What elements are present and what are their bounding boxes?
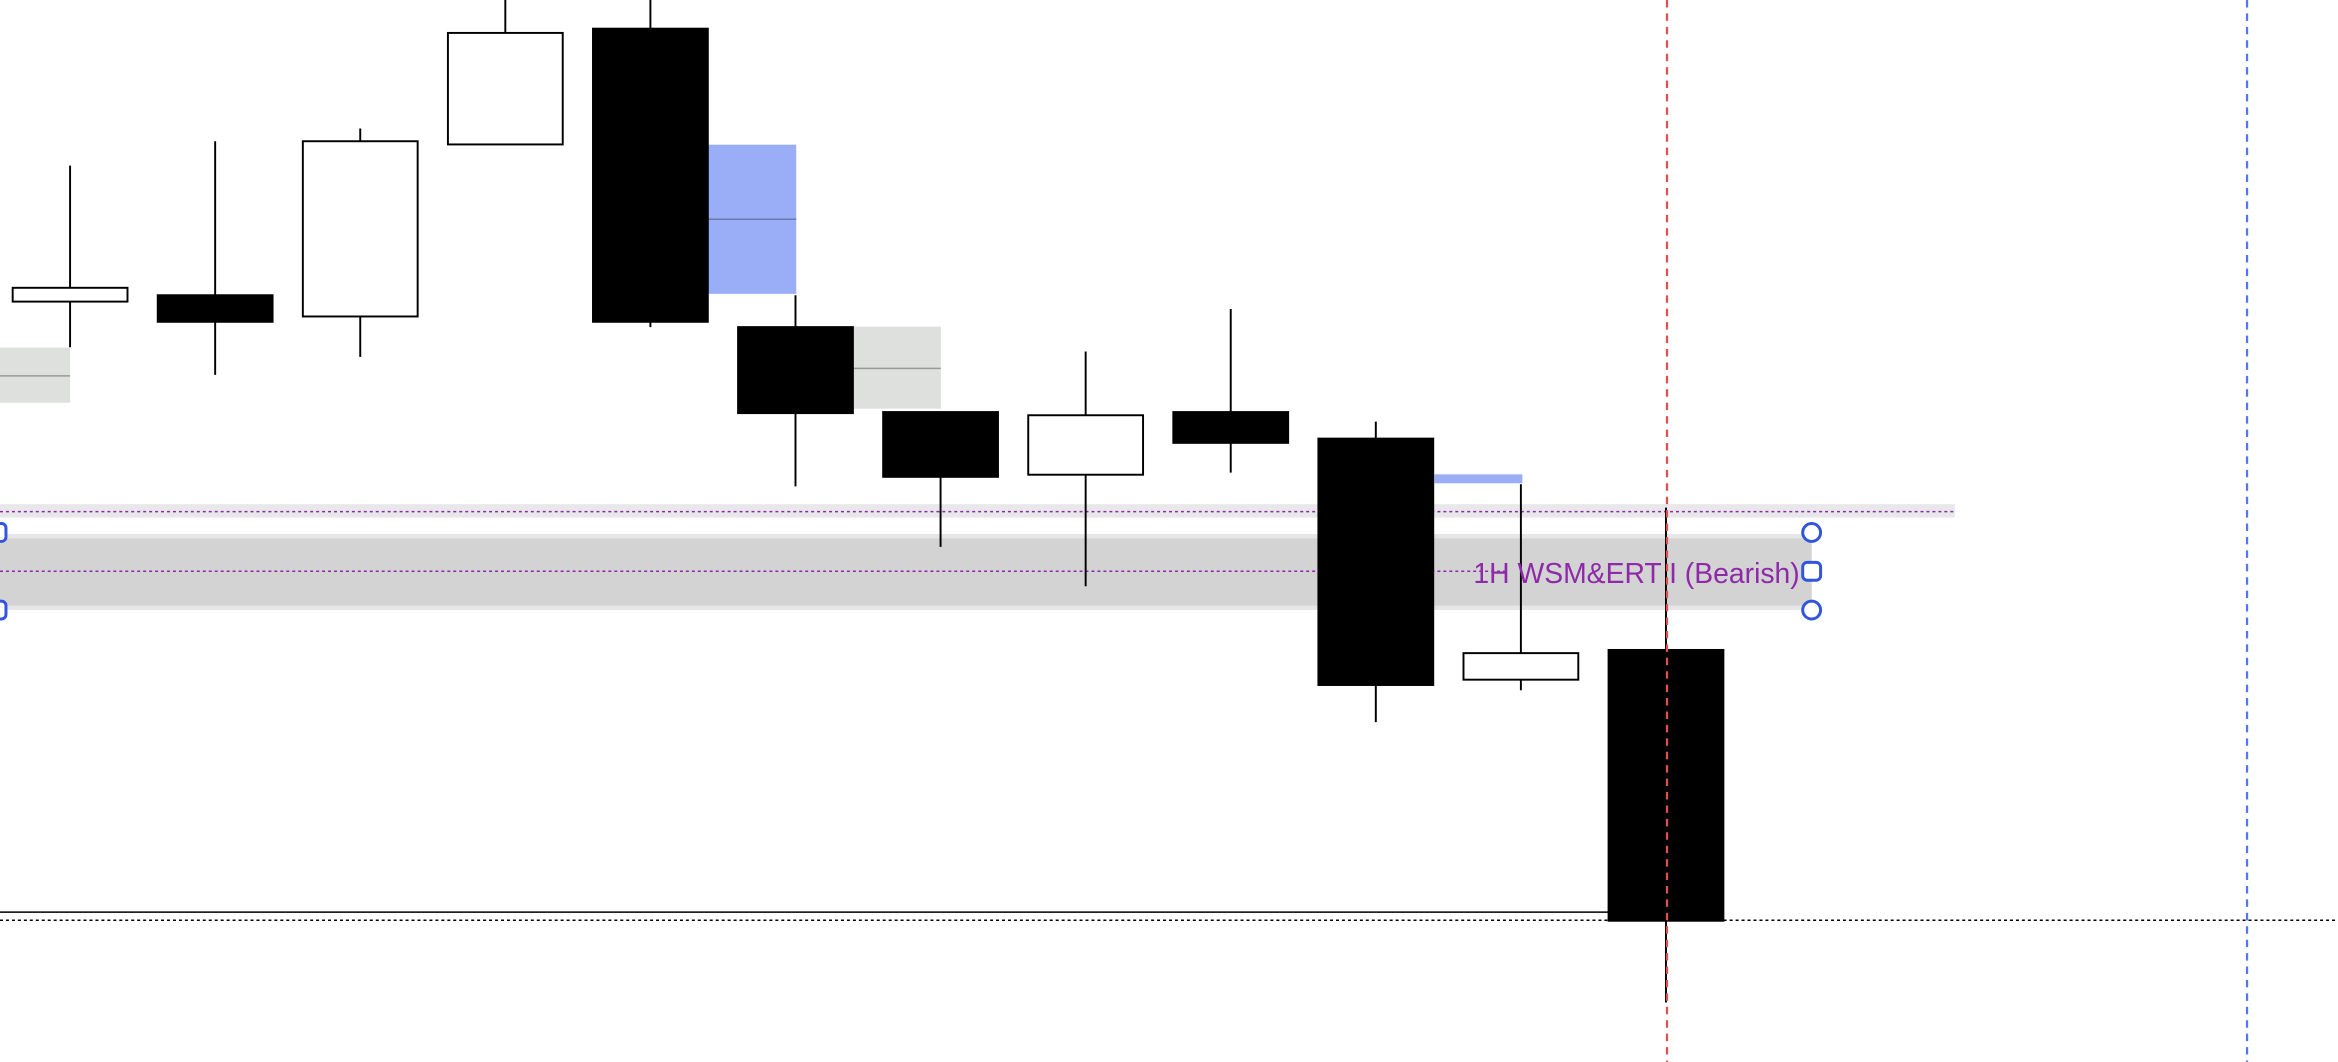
zone-handles[interactable] [0,522,1823,621]
resize-handle-bottom-left[interactable] [0,599,8,621]
candle [156,141,274,375]
resize-handle-bottom-right[interactable] [1801,599,1823,621]
candle [1172,309,1290,473]
candle [882,411,999,547]
candle [1027,351,1145,587]
candle-body-bearish [156,294,274,323]
move-handle-right[interactable] [1801,560,1823,582]
candle-body-bearish [1172,411,1290,444]
candle-body-bullish [1462,652,1580,681]
candle-body-bearish [737,326,854,415]
resize-handle-top-left[interactable] [0,522,8,543]
zone-label: 1H WSM&ERT I (Bearish) [1473,558,1799,590]
candle-body-bullish [301,140,419,318]
candle-body-bearish [592,27,709,323]
candles [11,0,1725,1003]
candle [11,165,129,348]
zone-fill [0,538,1812,606]
candle [1462,484,1580,691]
candle-body-bearish [1317,437,1435,686]
candle [301,128,419,357]
level-band [0,504,1955,518]
fvg-box-blue-small [1434,474,1523,484]
candle-body-bullish [11,286,129,303]
candle-body-bullish [446,31,564,146]
candle [592,0,709,328]
candle [1317,421,1435,723]
candle [446,0,564,146]
candle-body-bearish [882,411,999,478]
fvg-box-grey [852,326,941,409]
bearish-zone[interactable] [0,533,1812,611]
fvg-boxes [0,144,1523,484]
candle-body-bullish [1027,414,1145,476]
candle [737,295,854,487]
resize-handle-top-right[interactable] [1801,522,1823,543]
